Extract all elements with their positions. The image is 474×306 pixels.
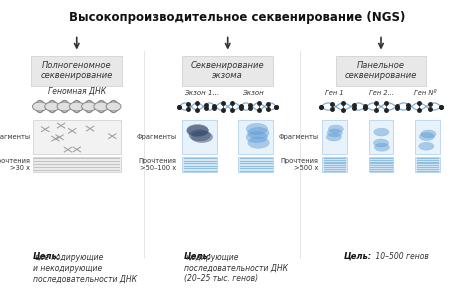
Text: Фрагменты: Фрагменты: [0, 134, 30, 140]
Ellipse shape: [327, 129, 342, 137]
Bar: [33, 157, 121, 172]
Text: Цель:: Цель:: [344, 252, 372, 261]
Bar: [369, 120, 393, 155]
Ellipse shape: [187, 125, 209, 136]
Text: Прочтения
>50–100 х: Прочтения >50–100 х: [138, 158, 177, 171]
Bar: [182, 157, 217, 172]
Bar: [33, 120, 121, 155]
Bar: [31, 56, 122, 86]
Text: Фрагменты: Фрагменты: [137, 134, 177, 140]
Text: 10–500 генов: 10–500 генов: [373, 252, 428, 261]
Text: Прочтения
>30 х: Прочтения >30 х: [0, 158, 30, 171]
Bar: [322, 120, 347, 155]
Text: Высокопроизводительное секвенирование (NGS): Высокопроизводительное секвенирование (N…: [69, 10, 405, 24]
Ellipse shape: [246, 132, 267, 143]
Ellipse shape: [82, 102, 96, 111]
Ellipse shape: [189, 130, 210, 141]
Ellipse shape: [374, 139, 389, 147]
Bar: [238, 120, 273, 155]
Bar: [369, 157, 393, 172]
Ellipse shape: [246, 123, 268, 135]
Ellipse shape: [33, 102, 47, 111]
Bar: [182, 120, 217, 155]
Ellipse shape: [69, 102, 84, 111]
Ellipse shape: [419, 132, 434, 141]
Ellipse shape: [421, 130, 436, 138]
Ellipse shape: [419, 142, 434, 150]
Text: кодирующие
последовательности ДНК
(20–25 тыс. генов): кодирующие последовательности ДНК (20–25…: [183, 253, 288, 283]
Ellipse shape: [94, 102, 109, 111]
Text: Цель:: Цель:: [183, 252, 212, 261]
Ellipse shape: [247, 127, 269, 139]
Bar: [336, 56, 426, 86]
Ellipse shape: [328, 125, 344, 133]
Ellipse shape: [57, 102, 72, 111]
Bar: [415, 120, 440, 155]
Ellipse shape: [187, 125, 208, 136]
Text: Секвенирование
экзома: Секвенирование экзома: [191, 61, 264, 80]
Text: Цель:: Цель:: [33, 252, 61, 261]
Ellipse shape: [248, 137, 269, 148]
Ellipse shape: [374, 143, 390, 151]
Bar: [238, 157, 273, 172]
Bar: [415, 157, 440, 172]
Text: все кодирующие
и некодирующие
последовательности ДНК: все кодирующие и некодирующие последоват…: [33, 253, 137, 283]
Text: Прочтения
>500 х: Прочтения >500 х: [280, 158, 319, 171]
Text: Ген 1: Ген 1: [325, 90, 344, 96]
Bar: [182, 56, 273, 86]
Text: Экзон: Экзон: [242, 90, 264, 96]
Text: Ген Nº: Ген Nº: [414, 90, 437, 96]
Text: Панельное
секвенирование: Панельное секвенирование: [345, 61, 417, 80]
Text: Полногеномное
секвенирование: Полногеномное секвенирование: [41, 61, 113, 80]
Ellipse shape: [106, 102, 121, 111]
Bar: [322, 157, 347, 172]
Text: Фрагменты: Фрагменты: [278, 134, 319, 140]
Text: Экзон 1...: Экзон 1...: [184, 90, 220, 96]
Ellipse shape: [374, 128, 389, 136]
Text: Геномная ДНК: Геномная ДНК: [48, 87, 106, 96]
Ellipse shape: [326, 133, 341, 141]
Ellipse shape: [45, 102, 60, 111]
Text: Ген 2...: Ген 2...: [368, 90, 393, 96]
Ellipse shape: [191, 131, 213, 143]
